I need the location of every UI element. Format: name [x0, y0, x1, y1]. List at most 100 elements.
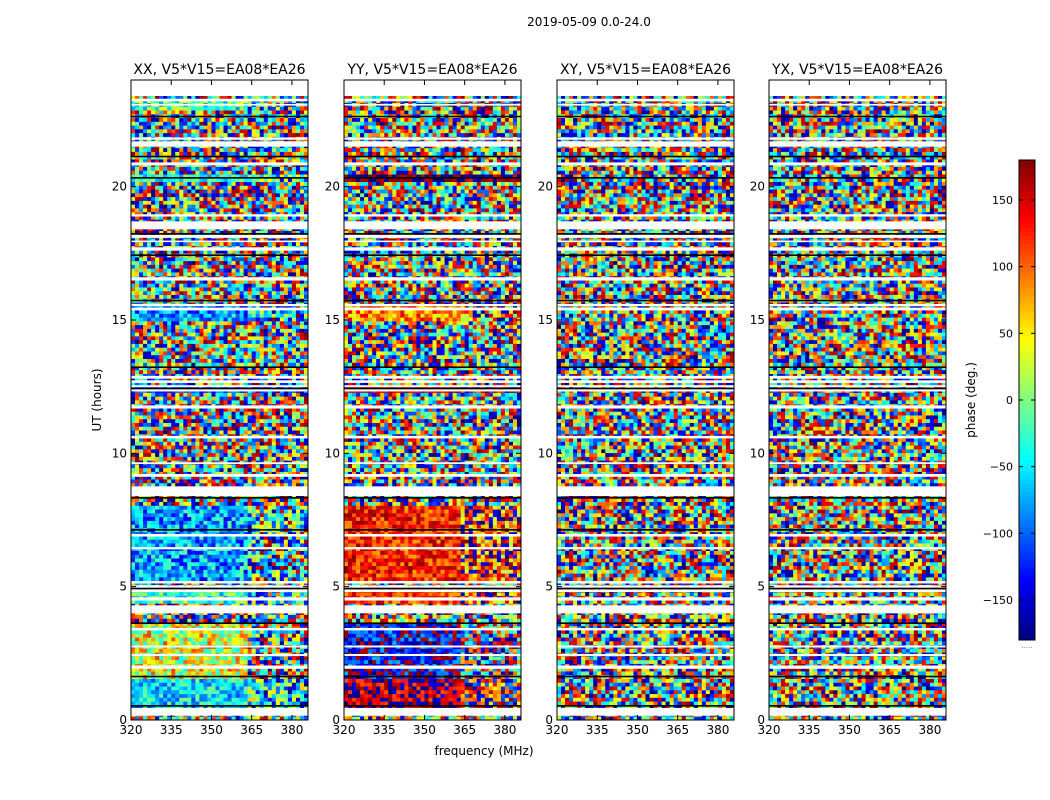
phase-cell: [240, 566, 244, 570]
phase-cell: [167, 618, 171, 622]
phase-cell: [224, 697, 228, 701]
phase-cell: [220, 592, 224, 596]
phase-cell: [236, 656, 240, 660]
phase-cell: [155, 558, 159, 562]
phase-cell: [256, 690, 260, 694]
phase-cell: [179, 573, 183, 577]
phase-cell: [228, 690, 232, 694]
phase-cell: [139, 686, 143, 690]
phase-cell: [135, 701, 139, 705]
phase-cell: [284, 554, 288, 558]
phase-cell: [139, 701, 143, 705]
phase-cell: [276, 573, 280, 577]
phase-cell: [268, 697, 272, 701]
phase-cell: [199, 648, 203, 652]
phase-cell: [276, 697, 280, 701]
phase-cell: [175, 656, 179, 660]
phase-cell: [147, 694, 151, 698]
phase-cell: [179, 569, 183, 573]
phase-cell: [207, 679, 211, 683]
phase-cell: [171, 577, 175, 581]
phase-cell: [195, 554, 199, 558]
phase-cell: [163, 615, 167, 619]
phase-cell: [292, 569, 296, 573]
phase-cell: [175, 686, 179, 690]
phase-cell: [195, 577, 199, 581]
phase-cell: [179, 686, 183, 690]
phase-cell: [215, 660, 219, 664]
phase-cell: [139, 637, 143, 641]
phase-cell: [264, 637, 268, 641]
phase-cell: [224, 679, 228, 683]
phase-cell: [284, 641, 288, 645]
phase-cell: [288, 694, 292, 698]
phase-cell: [244, 682, 248, 686]
phase-cell: [199, 637, 203, 641]
phase-cell: [131, 615, 135, 619]
phase-cell: [272, 697, 276, 701]
phase-cell: [232, 656, 236, 660]
phase-cell: [151, 697, 155, 701]
phase-cell: [191, 615, 195, 619]
phase-cell: [131, 573, 135, 577]
phase-cell: [179, 592, 183, 596]
phase-cell: [215, 592, 219, 596]
phase-cell: [207, 656, 211, 660]
phase-cell: [183, 637, 187, 641]
phase-cell: [211, 551, 215, 555]
phase-cell: [300, 701, 304, 705]
phase-cell: [284, 566, 288, 570]
phase-cell: [159, 562, 163, 566]
phase-cell: [276, 686, 280, 690]
phase-cell: [151, 592, 155, 596]
phase-cell: [151, 554, 155, 558]
phase-cell: [252, 641, 256, 645]
phase-cell: [260, 551, 264, 555]
phase-cell: [292, 648, 296, 652]
phase-cell: [236, 562, 240, 566]
phase-cell: [276, 558, 280, 562]
phase-cell: [195, 690, 199, 694]
phase-cell: [199, 641, 203, 645]
phase-cell: [175, 618, 179, 622]
phase-cell: [159, 558, 163, 562]
phase-cell: [300, 697, 304, 701]
phase-cell: [236, 671, 240, 675]
phase-cell: [260, 558, 264, 562]
phase-cell: [199, 573, 203, 577]
phase-cell: [203, 682, 207, 686]
phase-cell: [232, 637, 236, 641]
phase-cell: [252, 637, 256, 641]
phase-cell: [171, 694, 175, 698]
phase-cell: [268, 701, 272, 705]
phase-cell: [248, 562, 252, 566]
phase-cell: [211, 566, 215, 570]
phase-cell: [228, 562, 232, 566]
phase-cell: [252, 577, 256, 581]
phase-cell: [143, 682, 147, 686]
phase-cell: [272, 569, 276, 573]
phase-cell: [228, 679, 232, 683]
phase-cell: [191, 562, 195, 566]
phase-cell: [296, 615, 300, 619]
phase-cell: [260, 648, 264, 652]
phase-cell: [260, 592, 264, 596]
phase-cell: [288, 660, 292, 664]
phase-cell: [147, 569, 151, 573]
phase-cell: [187, 569, 191, 573]
phase-cell: [284, 690, 288, 694]
phase-cell: [252, 697, 256, 701]
phase-cell: [220, 554, 224, 558]
phase-cell: [139, 554, 143, 558]
phase-cell: [179, 558, 183, 562]
phase-cell: [284, 633, 288, 637]
phase-cell: [292, 558, 296, 562]
phase-cell: [207, 592, 211, 596]
phase-cell: [280, 569, 284, 573]
phase-cell: [256, 551, 260, 555]
phase-cell: [163, 679, 167, 683]
phase-cell: [155, 592, 159, 596]
phase-cell: [240, 573, 244, 577]
phase-cell: [135, 573, 139, 577]
phase-cell: [292, 701, 296, 705]
